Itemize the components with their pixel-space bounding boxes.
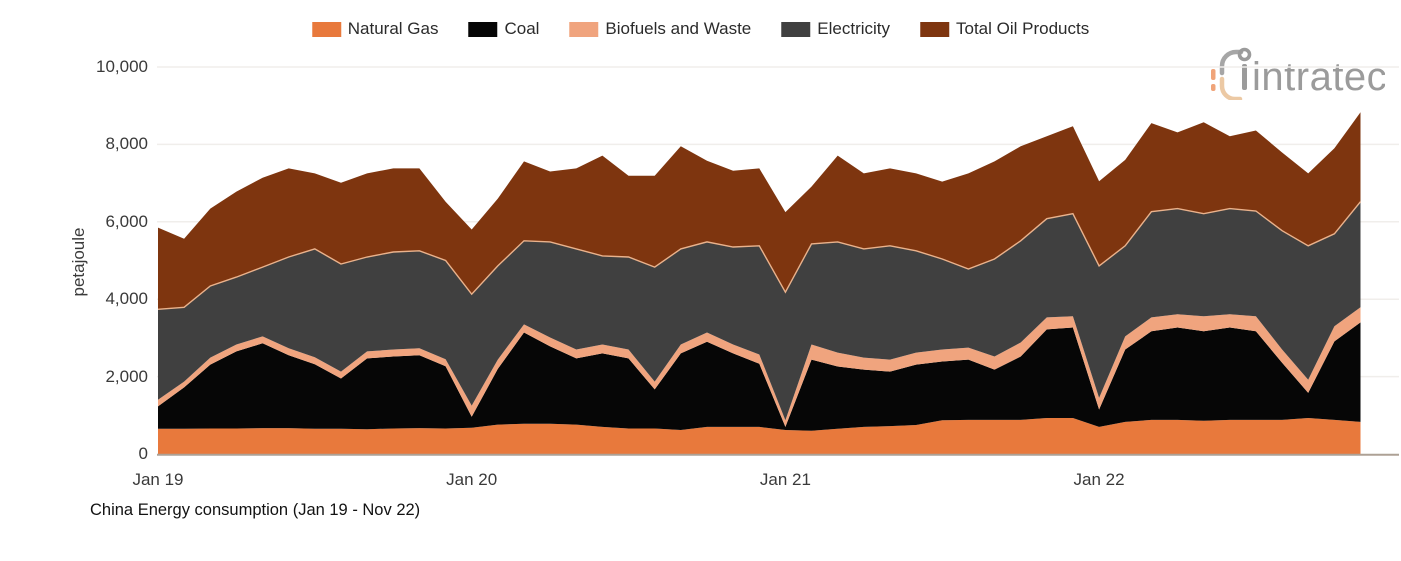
legend-item-coal: Coal: [468, 19, 539, 39]
legend-item-electricity: Electricity: [781, 19, 890, 39]
area-series-group: [157, 112, 1362, 454]
x-tick-jan-19: Jan 19: [132, 470, 184, 489]
logo-accent-dot: [1211, 84, 1216, 91]
logo-accent-dash: [1211, 69, 1216, 80]
y-tick-2,000: 2,000: [105, 366, 148, 386]
legend-item-biofuels-and-waste: Biofuels and Waste: [569, 19, 751, 39]
y-tick-6,000: 6,000: [105, 211, 148, 231]
legend-swatch: [468, 21, 498, 37]
area-biofuels-and-waste: [158, 307, 1361, 427]
y-tick-10,000: 10,000: [96, 57, 148, 76]
electricity-top-boundary-line: [157, 201, 1362, 310]
y-tick-8,000: 8,000: [105, 134, 148, 154]
chart-legend: Natural Gas Coal Biofuels and Waste Electri…: [311, 19, 1089, 39]
legend-label: Natural Gas: [347, 19, 439, 38]
intratec-logo: intratec: [1209, 42, 1387, 105]
logo-bottom-bracket: [1219, 76, 1243, 102]
area-electricity: [158, 201, 1361, 421]
area-natural-gas: [158, 418, 1361, 454]
logo-text: intratec: [1252, 55, 1385, 99]
y-tick-0: 0: [138, 444, 148, 463]
x-tick-jan-21: Jan 21: [759, 470, 811, 489]
legend-swatch: [569, 21, 599, 37]
y-axis-title: petajoule: [69, 227, 88, 297]
logo-i-ring: [1237, 47, 1252, 62]
area-coal: [158, 322, 1361, 431]
y-tick-4,000: 4,000: [105, 289, 148, 309]
legend-item-total-oil-products: Total Oil Products: [920, 19, 1089, 39]
legend-label: Coal: [504, 19, 540, 38]
legend-swatch: [311, 21, 341, 37]
x-tick-jan-20: Jan 20: [446, 470, 498, 489]
intratec-logo-icon: intratec: [1211, 47, 1387, 102]
x-tick-jan-22: Jan 22: [1073, 470, 1125, 489]
logo-i-stem: [1242, 64, 1247, 90]
legend-label: Biofuels and Waste: [605, 19, 752, 38]
legend-swatch: [920, 21, 950, 37]
chart-caption: China Energy consumption (Jan 19 - Nov 2…: [90, 501, 421, 519]
legend-label: Electricity: [817, 19, 891, 38]
logo-top-bracket: [1219, 49, 1244, 76]
legend-swatch: [781, 21, 811, 37]
area-total-oil-products: [158, 112, 1361, 310]
legend-label: Total Oil Products: [956, 19, 1090, 38]
legend-item-natural-gas: Natural Gas: [311, 19, 439, 39]
